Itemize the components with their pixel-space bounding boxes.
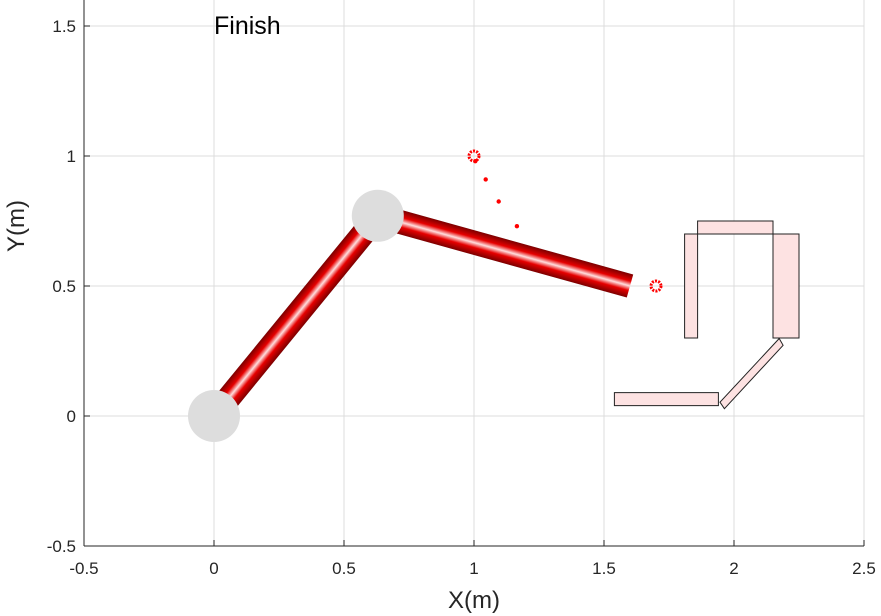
x-tick-label: 0	[209, 559, 218, 578]
axes	[83, 0, 865, 547]
trajectory-dot	[483, 177, 488, 182]
y-tick-label: 0	[67, 407, 76, 426]
y-tick-label: 0.5	[52, 277, 76, 296]
x-axis-label: X(m)	[448, 587, 500, 614]
arm-link-tube	[204, 208, 388, 424]
arm-joint-1	[351, 189, 404, 242]
tick-labels: -0.5 0 0.5 1 1.5 2 2.5 -0.5 0 0.5 1 1.5	[47, 17, 876, 578]
x-tick-label: 0.5	[332, 559, 356, 578]
obstacle-diagonal-bar	[719, 337, 784, 410]
y-tick-label: 1	[67, 147, 76, 166]
arm-link-tube	[374, 204, 634, 298]
finish-annotation: Finish	[214, 12, 281, 40]
x-tick-label: 2	[729, 559, 738, 578]
obstacle-top-bar	[697, 220, 774, 235]
x-tick-label: -0.5	[69, 559, 98, 578]
obstacle-right-pillar	[772, 233, 800, 339]
arm-link-1	[204, 208, 388, 424]
markers	[467, 149, 663, 293]
arm-link-2	[374, 204, 634, 298]
target-marker	[649, 279, 663, 293]
y-tick-label: 1.5	[52, 17, 76, 36]
trajectory-dot	[514, 224, 520, 229]
arm-joint-0	[188, 390, 240, 442]
trajectory-dot	[496, 199, 501, 204]
y-tick-label: -0.5	[47, 537, 76, 556]
obstacles	[613, 220, 800, 410]
target-marker	[467, 149, 481, 163]
obstacle-left-pillar	[684, 233, 699, 339]
y-axis-label: Y(m)	[3, 200, 30, 252]
robot-arm	[188, 189, 634, 442]
x-tick-label: 1.5	[592, 559, 616, 578]
x-tick-label: 2.5	[852, 559, 876, 578]
x-tick-label: 1	[469, 559, 478, 578]
obstacle-bottom-bar	[613, 392, 719, 407]
